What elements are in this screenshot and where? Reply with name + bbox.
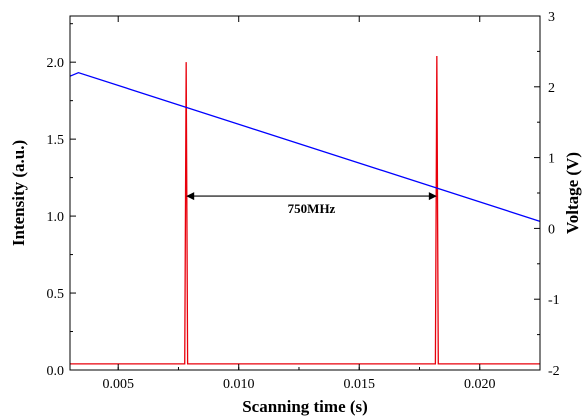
- x-axis-title: Scanning time (s): [242, 397, 368, 416]
- y2-tick-label: 0: [548, 222, 555, 237]
- y2-tick-label: -2: [548, 364, 560, 379]
- annotation-arrow-head-left: [186, 192, 195, 201]
- y-tick-label: 1.5: [47, 133, 65, 148]
- x-tick-label: 0.010: [223, 377, 255, 392]
- y-tick-label: 0.5: [47, 287, 65, 302]
- plot-frame: [69, 15, 541, 371]
- y2-tick-label: -1: [548, 293, 560, 308]
- y-axis-title: Intensity (a.u.): [9, 140, 28, 246]
- plot-area: [69, 56, 541, 365]
- annotation-arrow-head-right: [428, 192, 437, 201]
- x-tick-label: 0.005: [102, 377, 134, 392]
- annotation-label: 750MHz: [288, 201, 336, 216]
- x-tick-label: 0.020: [464, 377, 496, 392]
- tick-labels: 0.005 0.010 0.015 0.020 0.0 0.5 1.0 1.5 2.0 -2 -1 0…: [47, 10, 560, 392]
- voltage-line: [69, 71, 541, 222]
- x-tick-label: 0.015: [343, 377, 375, 392]
- intensity-line: [70, 56, 540, 365]
- annotation: 750MHz: [186, 192, 437, 216]
- y2-tick-label: 1: [548, 152, 555, 167]
- y2-tick-label: 3: [548, 10, 555, 25]
- y2-tick-label: 2: [548, 81, 555, 96]
- axis-ticks: [70, 15, 541, 371]
- y-tick-label: 0.0: [47, 364, 65, 379]
- y-tick-label: 2.0: [47, 56, 65, 71]
- y2-axis-title: Voltage (V): [563, 152, 582, 234]
- y-tick-label: 1.0: [47, 210, 65, 225]
